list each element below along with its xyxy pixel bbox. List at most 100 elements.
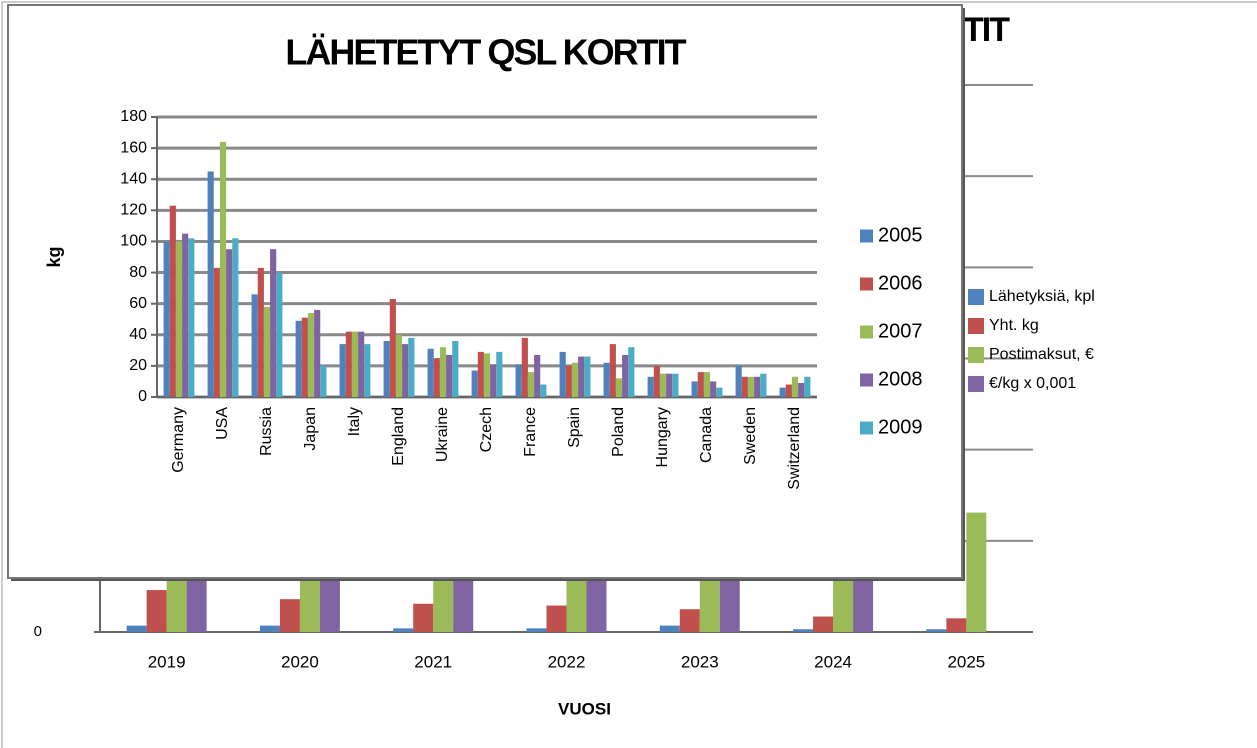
bar	[603, 362, 610, 397]
x-tick-label: 2025	[947, 652, 985, 671]
bar	[276, 272, 283, 397]
x-tick-label: Poland	[610, 407, 627, 457]
bar	[213, 267, 220, 397]
y-axis-label: kg	[44, 246, 64, 267]
bar	[263, 306, 271, 397]
legend-swatch	[968, 289, 984, 305]
bar	[452, 341, 459, 397]
bar	[559, 351, 566, 397]
bar	[339, 344, 346, 397]
bar	[477, 351, 484, 397]
x-tick-label: 2024	[814, 652, 852, 671]
legend-label: 2009	[878, 416, 923, 438]
bar	[490, 364, 497, 397]
y-tick-label: 120	[120, 202, 147, 219]
bar	[146, 590, 167, 632]
y-tick-label: 160	[120, 139, 147, 156]
bar	[741, 376, 748, 397]
bar	[301, 317, 308, 397]
bar	[747, 376, 755, 397]
bar	[526, 628, 547, 632]
bar	[433, 358, 440, 397]
bar	[496, 351, 503, 397]
x-tick-label: Hungary	[654, 407, 671, 467]
bar	[804, 376, 811, 397]
bar	[628, 347, 635, 397]
x-tick-label: USA	[214, 407, 231, 440]
bar	[565, 365, 572, 397]
y-tick-label: 20	[129, 357, 147, 374]
legend-label: Postimaksut, €	[989, 346, 1094, 363]
bar	[584, 356, 591, 397]
bar	[395, 334, 403, 397]
bar	[798, 383, 805, 397]
x-tick-label: Canada	[698, 407, 715, 463]
bar	[785, 384, 792, 397]
legend-swatch	[860, 373, 873, 387]
bar	[270, 249, 277, 397]
y-tick-label: 180	[120, 108, 147, 125]
bar	[659, 625, 680, 632]
bar	[697, 372, 704, 397]
x-tick-label: Czech	[478, 407, 495, 452]
bar	[402, 344, 409, 397]
chart: LÄHETETYT QSL KORTIT 0 20 40 60 80 100 120 140 16…	[7, 4, 965, 581]
x-tick-label: 2022	[548, 652, 586, 671]
bar	[653, 365, 660, 397]
bar	[760, 373, 767, 397]
bar	[521, 337, 528, 397]
bar	[534, 355, 541, 397]
x-tick-label: 2021	[414, 652, 452, 671]
bar	[389, 299, 396, 397]
bar	[691, 381, 698, 397]
bar	[446, 355, 453, 397]
bar	[679, 609, 700, 632]
legend-label: €/kg x 0,001	[989, 375, 1076, 392]
y-tick-label: 40	[129, 326, 147, 343]
x-tick-label: Italy	[346, 407, 363, 436]
bar	[710, 381, 717, 397]
bar	[540, 384, 547, 397]
bar	[546, 605, 567, 632]
legend-label: 2008	[878, 368, 923, 390]
bar	[754, 376, 761, 397]
bar	[647, 376, 654, 397]
x-tick-label: Russia	[258, 407, 275, 456]
bar	[182, 233, 189, 397]
bar	[169, 205, 176, 397]
x-tick-label: 2023	[681, 652, 719, 671]
bar	[427, 348, 434, 397]
bar	[413, 603, 434, 632]
bar	[609, 344, 616, 397]
bar	[257, 267, 264, 397]
bar	[279, 599, 300, 632]
legend-swatch	[860, 277, 873, 291]
bar	[615, 378, 623, 397]
legend-swatch	[968, 318, 984, 334]
bar	[188, 238, 195, 397]
bar	[666, 373, 673, 397]
x-axis-label: VUOSI	[558, 699, 611, 718]
legend-label: Lähetyksiä, kpl	[989, 288, 1095, 305]
bar	[527, 372, 535, 397]
bar	[515, 364, 522, 397]
bar	[207, 171, 214, 397]
bar	[232, 238, 239, 397]
bar	[314, 309, 321, 397]
bar	[578, 356, 585, 397]
legend-swatch	[968, 376, 984, 392]
bar	[393, 628, 414, 632]
bar	[226, 249, 233, 397]
legend-swatch	[968, 347, 984, 363]
bar	[672, 373, 679, 397]
bar	[946, 618, 967, 632]
bar	[364, 344, 371, 397]
bar	[793, 629, 814, 632]
bar	[471, 370, 478, 397]
bar	[320, 365, 327, 397]
bar	[126, 625, 147, 632]
bar	[791, 376, 799, 397]
x-tick-label: England	[390, 407, 407, 466]
y-tick-label: 0	[138, 388, 147, 405]
bar	[571, 362, 579, 397]
